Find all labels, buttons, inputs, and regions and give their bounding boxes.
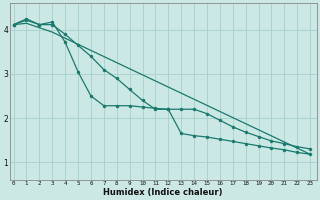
- X-axis label: Humidex (Indice chaleur): Humidex (Indice chaleur): [103, 188, 223, 197]
